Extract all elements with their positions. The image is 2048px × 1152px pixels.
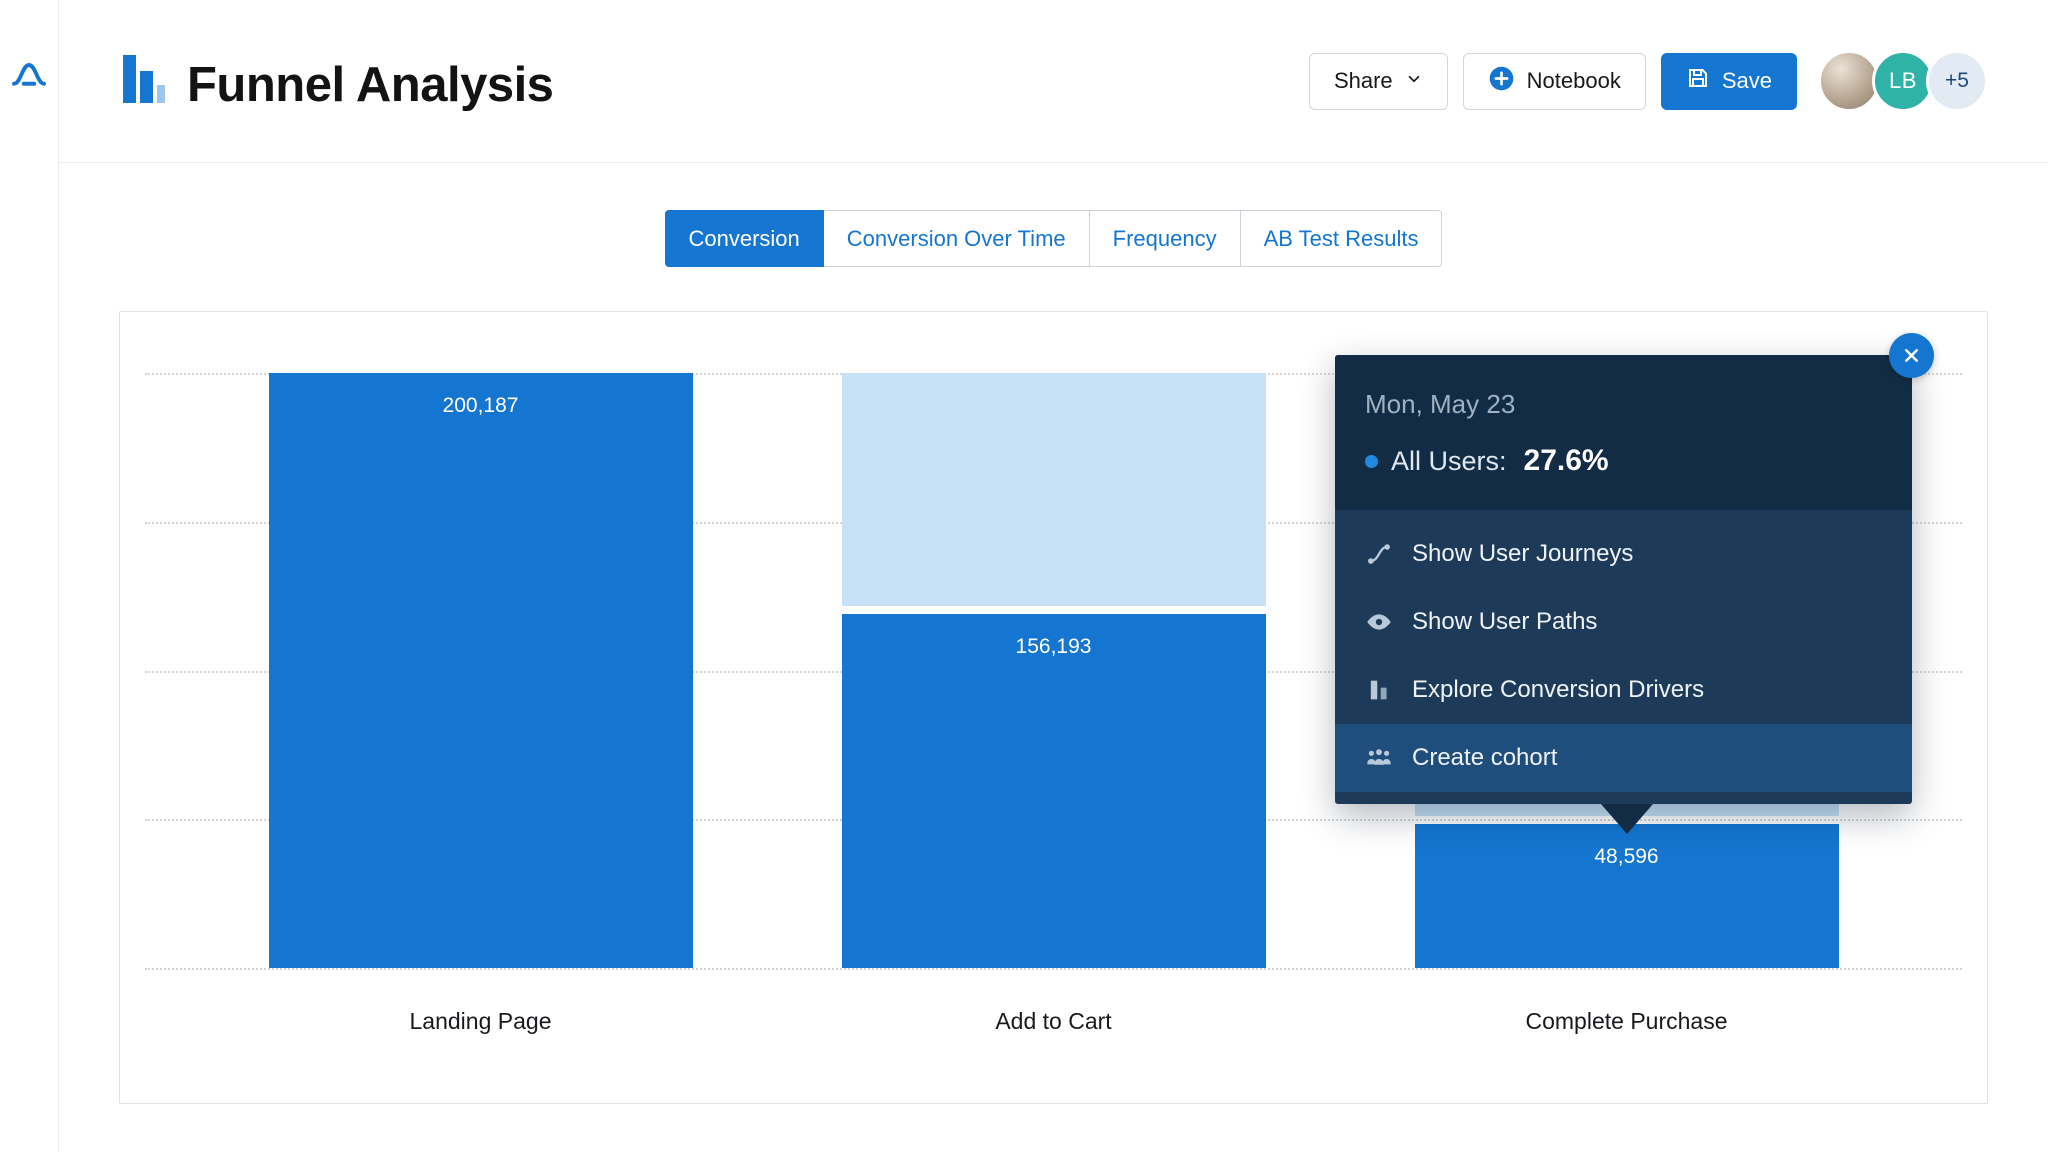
share-button[interactable]: Share — [1308, 52, 1448, 110]
menu-item-label: Show User Paths — [1412, 608, 1598, 635]
menu-item-show-user-journeys[interactable]: Show User Journeys — [1335, 520, 1912, 588]
bar-category-label: Add to Cart — [995, 1008, 1112, 1034]
bar-category-label: Landing Page — [409, 1008, 552, 1034]
chart-tooltip: Mon, May 23 All Users: 27.6% Show User J… — [1335, 333, 1934, 834]
menu-item-label: Show User Journeys — [1412, 540, 1634, 567]
plus-circle-icon — [1488, 65, 1515, 98]
view-tabs: Conversion Conversion Over Time Frequenc… — [59, 210, 2048, 267]
user-avatar-initials[interactable]: LB — [1872, 50, 1934, 112]
funnel-chart-icon — [119, 51, 167, 112]
user-journeys-icon — [1365, 540, 1393, 568]
tab-ab-test-results[interactable]: AB Test Results — [1239, 210, 1443, 267]
chevron-down-icon — [1405, 68, 1423, 94]
tab-frequency[interactable]: Frequency — [1088, 210, 1241, 267]
people-icon — [1365, 744, 1393, 772]
menu-item-show-user-paths[interactable]: Show User Paths — [1335, 588, 1912, 656]
current-step-segment[interactable]: 200,187 — [268, 373, 693, 968]
title-wrap: Funnel Analysis — [119, 51, 554, 113]
tooltip-value: 27.6% — [1523, 444, 1609, 477]
previous-step-segment[interactable] — [841, 373, 1266, 606]
tab-conversion[interactable]: Conversion — [664, 210, 824, 267]
bar-value-label: 156,193 — [1015, 634, 1092, 658]
header: Funnel Analysis Share Notebook — [59, 0, 2048, 163]
series-dot-icon — [1365, 454, 1378, 468]
tooltip-header: Mon, May 23 All Users: 27.6% — [1335, 355, 1912, 510]
tooltip-date: Mon, May 23 — [1365, 389, 1516, 419]
tooltip-series-line: All Users: 27.6% — [1365, 444, 1882, 478]
share-label: Share — [1333, 68, 1393, 93]
tab-conversion-over-time[interactable]: Conversion Over Time — [822, 210, 1090, 267]
menu-item-label: Create cohort — [1412, 744, 1558, 771]
tooltip-series-label: All Users: — [1391, 445, 1507, 476]
page-title: Funnel Analysis — [187, 58, 554, 113]
funnel-bar[interactable]: 156,193 — [841, 373, 1266, 968]
bar-value-label: 48,596 — [1594, 845, 1659, 869]
save-label: Save — [1721, 68, 1772, 93]
current-step-segment[interactable]: 156,193 — [841, 613, 1266, 968]
menu-item-label: Explore Conversion Drivers — [1412, 676, 1705, 703]
notebook-button[interactable]: Notebook — [1462, 52, 1646, 110]
menu-item-explore-conversion-drivers[interactable]: Explore Conversion Drivers — [1335, 656, 1912, 724]
menu-item-create-cohort[interactable]: Create cohort — [1335, 724, 1912, 792]
current-step-segment[interactable]: 48,596 — [1414, 824, 1839, 968]
user-avatar-photo[interactable] — [1818, 50, 1880, 112]
close-icon[interactable] — [1889, 333, 1934, 378]
header-actions: Share Notebook — [1308, 50, 1988, 112]
avatar-stack: LB +5 — [1818, 50, 1988, 112]
floppy-disk-icon — [1686, 66, 1710, 96]
avatar-overflow-badge[interactable]: +5 — [1926, 50, 1988, 112]
amplitude-wave-icon[interactable] — [10, 58, 48, 96]
tooltip-actions: Show User Journeys Show User Paths — [1335, 510, 1912, 804]
bar-chart-icon — [1365, 676, 1393, 704]
bar-labels-row: Landing Page Add to Cart Complete Purchase — [145, 1008, 1962, 1035]
bar-value-label: 200,187 — [442, 394, 519, 417]
left-rail — [0, 0, 59, 1152]
eye-icon — [1365, 608, 1393, 636]
funnel-bar[interactable]: 200,187 — [268, 373, 693, 968]
save-button[interactable]: Save — [1660, 52, 1797, 110]
notebook-label: Notebook — [1526, 68, 1621, 93]
tooltip-caret — [1601, 804, 1653, 834]
bar-category-label: Complete Purchase — [1525, 1008, 1728, 1034]
gridline — [145, 968, 1962, 970]
